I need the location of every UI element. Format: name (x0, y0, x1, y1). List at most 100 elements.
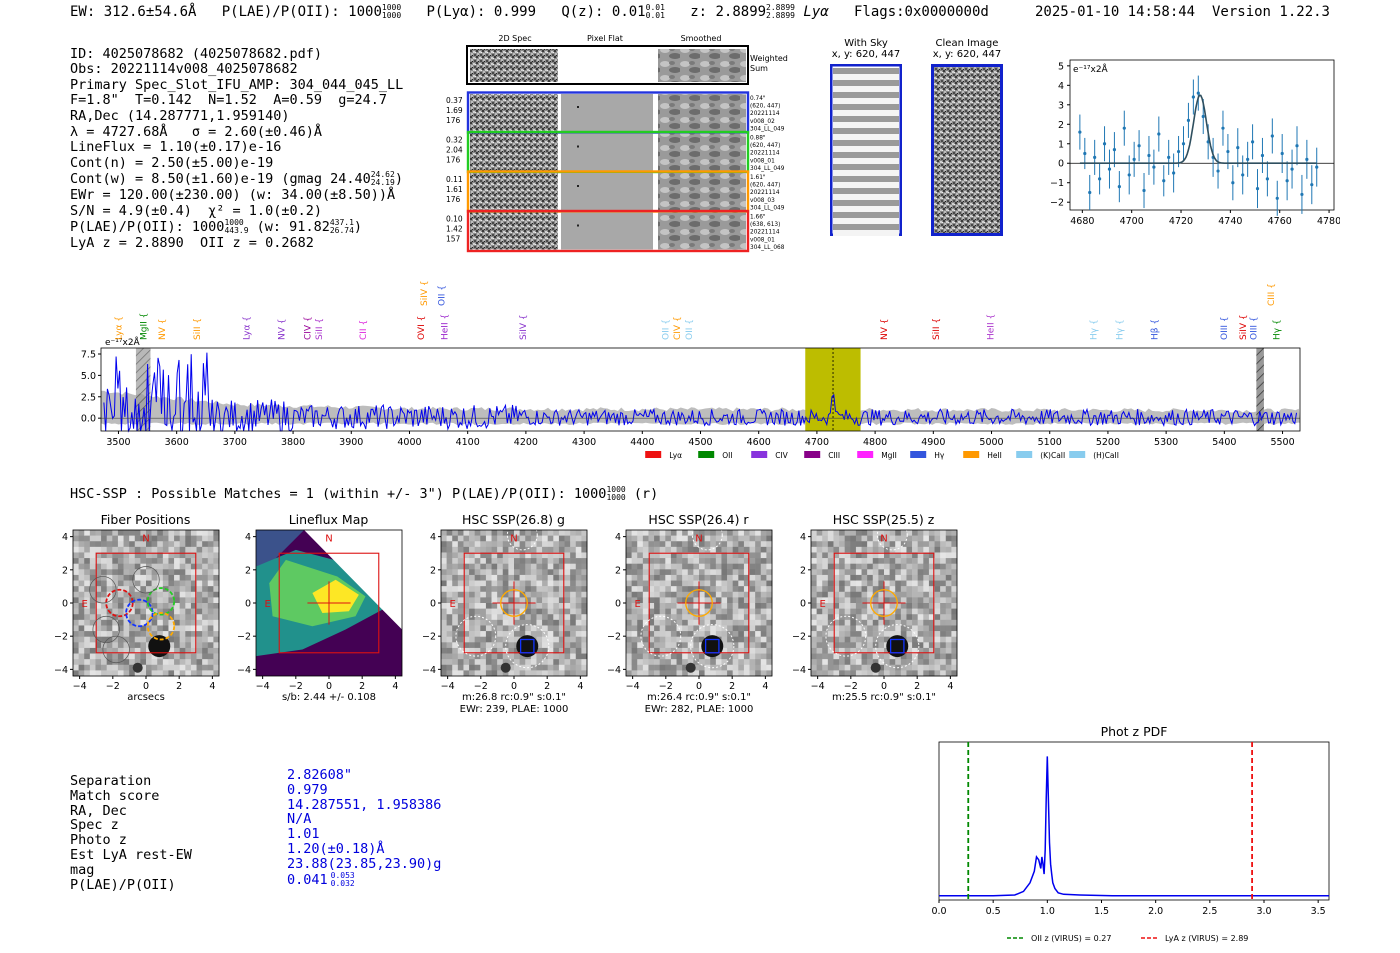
cutout-pixel (157, 558, 164, 564)
cutout-pixel (162, 664, 169, 671)
cutout-pixel (912, 558, 918, 564)
cutout-pixel (951, 619, 958, 626)
cutout-pixel (654, 653, 660, 660)
cutout-pixel (704, 614, 711, 621)
cutout-pixel (682, 574, 689, 581)
cutout-pixel (682, 614, 689, 621)
cutout-pixel (749, 670, 756, 677)
cutout-pixel (469, 580, 475, 587)
hsc-matches-band: (r) (633, 486, 659, 502)
cutout-pixel (867, 558, 874, 564)
cutout-pixel (502, 614, 509, 621)
cutout-pixel (951, 586, 958, 593)
cutout-pixel (129, 530, 136, 536)
cutout-pixel (564, 664, 571, 671)
cutout-pixel (207, 574, 214, 581)
qz-sup: 0.01 (645, 3, 665, 12)
cutout-pixel (693, 625, 700, 632)
cutout-pixel (207, 636, 214, 643)
cutout-pixel (727, 608, 733, 615)
cutout-pixel (547, 535, 554, 542)
cutout-pixel (867, 603, 874, 609)
cutout-pixel (766, 659, 773, 666)
cutout-pixel (536, 619, 543, 626)
cutout-pixel (112, 664, 119, 671)
cutout-pixel (547, 636, 554, 643)
cutout-pixel (732, 563, 739, 570)
cutout-pixel (179, 631, 186, 637)
cutout-pixel (553, 535, 560, 542)
cutout-pixel (704, 569, 711, 576)
cutout-pixel (827, 530, 834, 536)
cutout-pixel (570, 614, 577, 621)
cutout-pixel (850, 659, 857, 666)
cutout-pixel (755, 597, 762, 604)
cutout-pixel (558, 647, 565, 654)
cutout-pixel (174, 636, 180, 643)
cutout-pixel (906, 659, 913, 666)
cutout-pixel (928, 535, 935, 542)
spectrum-xtick-label: 4400 (630, 437, 654, 448)
cutout-pixel (474, 546, 481, 553)
cutout-pixel (514, 636, 520, 643)
cutout-pixel (648, 664, 655, 671)
cutout-pixel (844, 530, 851, 536)
cutout-pixel (502, 580, 509, 587)
zoom-data-point (1275, 196, 1279, 200)
cutout-pixel (867, 552, 874, 559)
cutout-pixel (117, 619, 124, 626)
cutout-pixel (710, 619, 717, 626)
cutout-pixel (196, 541, 203, 548)
cutout-pixel (766, 580, 773, 587)
cutout-pixel (867, 664, 874, 671)
cutout-pixel (185, 647, 192, 654)
cutout-pixel (749, 558, 756, 564)
cutout-pixel (78, 647, 85, 654)
cutout-pixel (732, 603, 739, 609)
cutout-pixel (474, 591, 481, 598)
zoom-data-point (1186, 118, 1191, 122)
cutout-pixel (519, 580, 526, 587)
cutout-pixel (727, 597, 733, 604)
cutout-pixel (480, 597, 487, 604)
cutout-pixel (670, 608, 677, 615)
cutout-pixel (213, 614, 220, 621)
cutout-pixel (912, 597, 918, 604)
cutout-pixel (508, 586, 515, 593)
zoom-xtick-label: 4700 (1120, 216, 1144, 227)
cutout-pixel (699, 530, 705, 536)
cutout-pixel (542, 647, 548, 654)
cutout-pixel (207, 631, 214, 637)
cutout-xtick-label: −2 (106, 681, 120, 692)
cutout-pixel (497, 603, 504, 609)
cutout-pixel (732, 597, 739, 604)
zoom-data-point (1295, 144, 1299, 148)
cutout-pixel (912, 591, 918, 598)
cutout-pixel (631, 597, 638, 604)
cutout-pixel (917, 569, 924, 576)
cutout-pixel (525, 552, 532, 559)
cutout-pixel (547, 552, 554, 559)
east-label: E (264, 599, 270, 610)
cutout-pixel (78, 586, 85, 593)
cutout-pixel (508, 541, 515, 548)
cutout-pixel (872, 636, 879, 643)
cutout-pixel (106, 574, 113, 581)
cutout-pixel (558, 574, 565, 581)
cutout-pixel (134, 591, 141, 598)
cutout-pixel (811, 597, 817, 604)
cutout-pixel (508, 653, 515, 660)
cutout-pixel (940, 659, 947, 666)
cutout-pixel (179, 586, 186, 593)
cutout-pixel (469, 530, 475, 536)
cutout-pixel (196, 580, 203, 587)
cutout-pixel (710, 580, 717, 587)
cutout-xtick-label: 4 (209, 681, 215, 692)
cutout-pixel (112, 574, 119, 581)
cutout-pixel (626, 530, 632, 536)
cutout-pixel (867, 631, 874, 637)
cutout-pixel (157, 659, 164, 666)
cutout-pixel (190, 670, 197, 677)
cutout-pixel (637, 647, 644, 654)
search-box (95, 552, 197, 654)
